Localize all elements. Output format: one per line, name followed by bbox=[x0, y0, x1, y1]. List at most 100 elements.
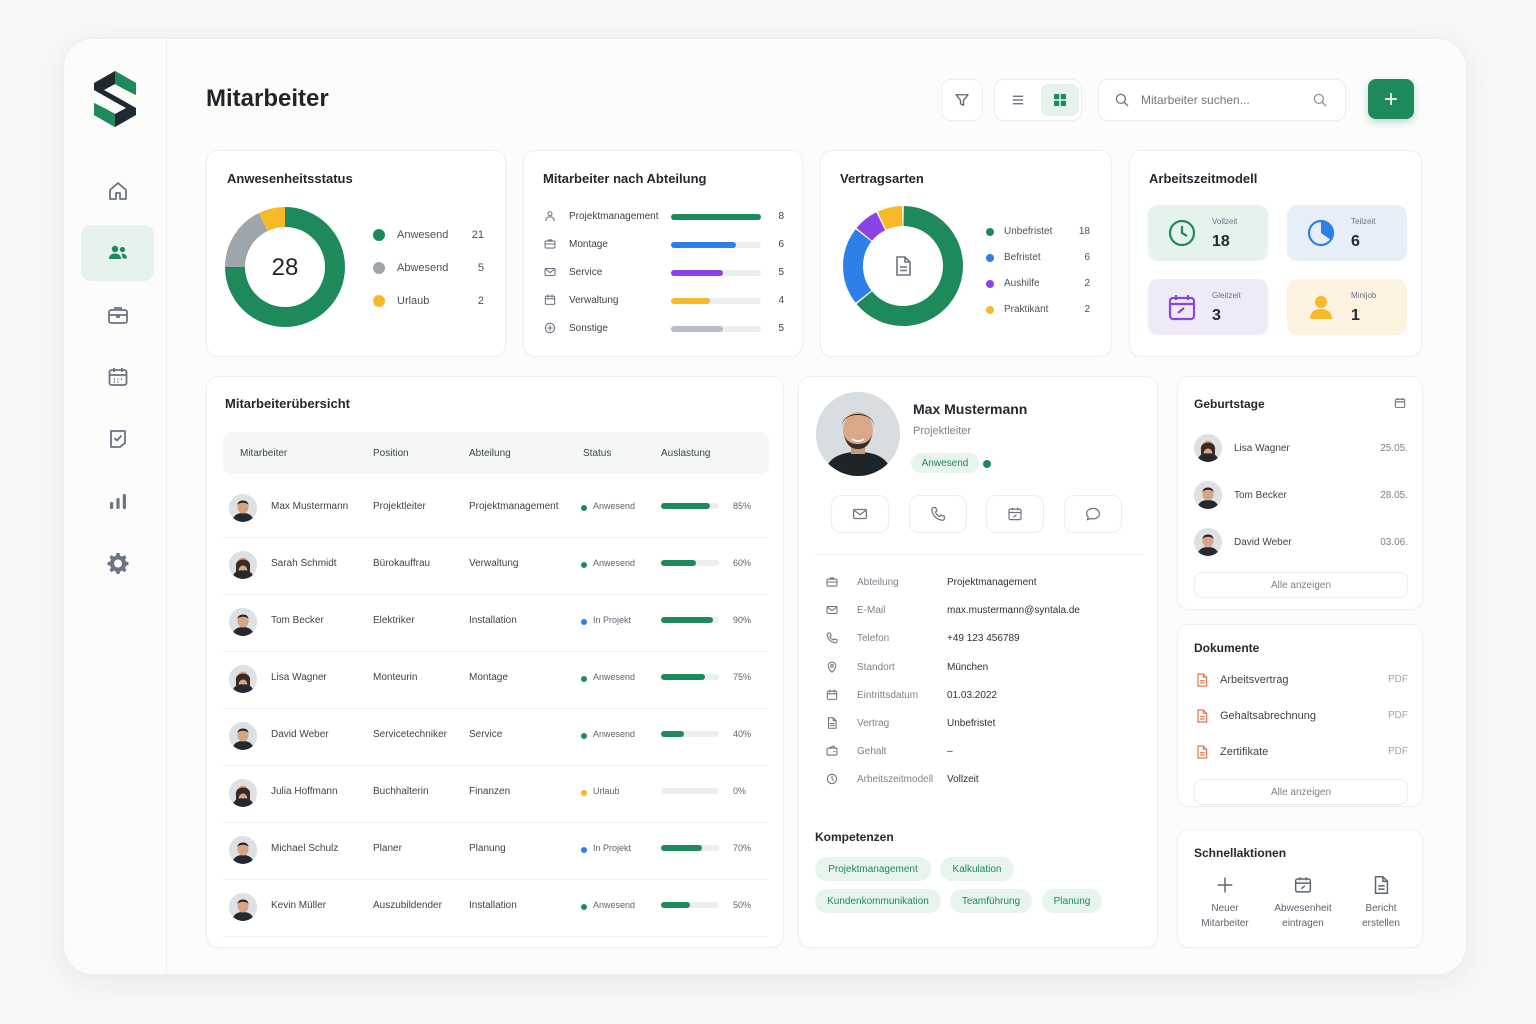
tile-vollzeit[interactable]: Vollzeit 18 bbox=[1148, 205, 1268, 261]
nav-settings[interactable] bbox=[81, 535, 154, 591]
online-indicator bbox=[983, 460, 991, 468]
tile-gleitzeit[interactable]: Gleitzeit 3 bbox=[1148, 279, 1268, 335]
nav-tasks[interactable] bbox=[81, 411, 154, 467]
table-row[interactable]: Max Mustermann Projektleiter Projektmanage… bbox=[223, 481, 768, 538]
departments-card: Mitarbeiter nach Abteilung Projektmanage… bbox=[523, 150, 803, 357]
skill-tag[interactable]: Projektmanagement bbox=[815, 857, 931, 881]
document-item[interactable]: Zertifikate PDF bbox=[1194, 743, 1408, 763]
search-input[interactable] bbox=[1141, 93, 1311, 107]
filter-button[interactable] bbox=[941, 79, 983, 121]
nav-reports[interactable] bbox=[81, 473, 154, 529]
document-item[interactable]: Gehaltsabrechnung PDF bbox=[1194, 707, 1408, 727]
create-report-action[interactable]: Bericht erstellen bbox=[1344, 874, 1418, 931]
briefcase-icon bbox=[826, 577, 838, 587]
donut-segment-anwesend[interactable] bbox=[225, 207, 345, 327]
schedule-button[interactable] bbox=[986, 495, 1044, 533]
search-submit-icon[interactable] bbox=[1311, 91, 1329, 109]
table-row[interactable]: Kevin Müller Auszubildender Installation An… bbox=[223, 880, 768, 937]
call-button[interactable] bbox=[909, 495, 967, 533]
avatar bbox=[229, 893, 257, 921]
donut-segment-urlaub[interactable] bbox=[258, 207, 286, 232]
chat-button[interactable] bbox=[1064, 495, 1122, 533]
employee-department: Verwaltung bbox=[469, 558, 519, 569]
column-header[interactable]: Mitarbeiter bbox=[240, 448, 288, 459]
tile-teilzeit[interactable]: Teilzeit 6 bbox=[1287, 205, 1407, 261]
detail-value: – bbox=[947, 746, 953, 758]
employee-department: Service bbox=[469, 729, 503, 740]
show-all-documents-button[interactable]: Alle anzeigen bbox=[1194, 779, 1408, 805]
table-row[interactable]: Lisa Wagner Monteurin Montage Anwesend 75% bbox=[223, 652, 768, 709]
birthday-item[interactable]: David Weber 03.06. bbox=[1194, 527, 1408, 557]
department-row[interactable]: Sonstige 5 bbox=[543, 321, 788, 337]
birthday-item[interactable]: Tom Becker 28.05. bbox=[1194, 480, 1408, 510]
skill-tag[interactable]: Kalkulation bbox=[940, 857, 1014, 881]
employee-position: Planer bbox=[373, 843, 402, 854]
skill-tag[interactable]: Planung bbox=[1042, 889, 1102, 913]
document-name: Zertifikate bbox=[1220, 746, 1269, 758]
tile-minijob[interactable]: Minijob 1 bbox=[1287, 279, 1407, 335]
nav-calendar[interactable] bbox=[81, 349, 154, 405]
avatar bbox=[229, 551, 257, 579]
status-label: Anwesend bbox=[593, 501, 636, 511]
table-row[interactable]: David Weber Servicetechniker Service Anwese… bbox=[223, 709, 768, 766]
calendar-icon[interactable] bbox=[1393, 396, 1407, 410]
attendance-title: Anwesenheitsstatus bbox=[227, 171, 353, 186]
donut-segment-unbefristet[interactable] bbox=[856, 206, 963, 326]
detail-value: +49 123 456789 bbox=[947, 633, 1020, 645]
table-row[interactable]: Sarah Schmidt Bürokauffrau Verwaltung Anwes… bbox=[223, 538, 768, 595]
employee-name: David Weber bbox=[271, 729, 329, 740]
email-button[interactable] bbox=[831, 495, 889, 533]
legend-value: 18 bbox=[1078, 226, 1090, 237]
column-header[interactable]: Auslastung bbox=[661, 448, 711, 459]
donut-segment-befristet[interactable] bbox=[843, 229, 872, 303]
skill-tag[interactable]: Teamführung bbox=[950, 889, 1032, 913]
grid-view-button[interactable] bbox=[1041, 84, 1079, 116]
workload-bar bbox=[661, 731, 719, 737]
quick-actions-card: Schnellaktionen Neuer Mitarbeiter Abwese… bbox=[1177, 829, 1423, 948]
column-header[interactable]: Status bbox=[583, 448, 612, 459]
list-icon bbox=[1012, 95, 1024, 105]
search-icon bbox=[1115, 93, 1129, 107]
workload-value: 90% bbox=[733, 615, 752, 625]
document-type: PDF bbox=[1388, 674, 1408, 685]
logo-icon bbox=[94, 71, 136, 127]
donut-segment-praktikant[interactable] bbox=[877, 206, 903, 230]
department-bar-fill bbox=[671, 326, 724, 332]
detail-row: Telefon +49 123 456789 bbox=[825, 630, 1145, 650]
detail-row: Abteilung Projektmanagement bbox=[825, 574, 1145, 594]
add-employee-button[interactable] bbox=[1368, 79, 1414, 119]
tile-value: 18 bbox=[1212, 233, 1230, 250]
person-photo-icon bbox=[229, 722, 257, 750]
column-header[interactable]: Position bbox=[373, 448, 409, 459]
new-employee-action[interactable]: Neuer Mitarbeiter bbox=[1188, 874, 1262, 931]
add-absence-action[interactable]: Abwesenheit eintragen bbox=[1266, 874, 1340, 931]
birthday-item[interactable]: Lisa Wagner 25.05. bbox=[1194, 433, 1408, 463]
department-row[interactable]: Projektmanagement 8 bbox=[543, 209, 788, 225]
list-view-button[interactable] bbox=[999, 84, 1037, 116]
table-row[interactable]: Tom Becker Elektriker Installation In Proje… bbox=[223, 595, 768, 652]
table-row[interactable]: Michael Schulz Planer Planung In Projekt 70% bbox=[223, 823, 768, 880]
status-dot bbox=[581, 619, 587, 625]
department-bar bbox=[671, 298, 761, 304]
column-header[interactable]: Abteilung bbox=[469, 448, 511, 459]
nav-employees[interactable] bbox=[81, 225, 154, 281]
detail-value: Projektmanagement bbox=[947, 577, 1037, 588]
show-all-birthdays-button[interactable]: Alle anzeigen bbox=[1194, 572, 1408, 598]
department-row[interactable]: Service 5 bbox=[543, 265, 788, 281]
detail-label: Standort bbox=[857, 661, 895, 673]
department-row[interactable]: Verwaltung 4 bbox=[543, 293, 788, 309]
table-row[interactable]: Julia Hoffmann Buchhalterin Finanzen Urlaub… bbox=[223, 766, 768, 823]
donut-segment-abwesend[interactable] bbox=[225, 212, 269, 268]
donut-segment-aushilfe[interactable] bbox=[856, 212, 886, 242]
person-photo-icon bbox=[229, 608, 257, 636]
workload-bar bbox=[661, 845, 719, 851]
nav-projects[interactable] bbox=[81, 287, 154, 343]
employee-department: Planung bbox=[469, 843, 506, 854]
detail-row: Gehalt – bbox=[825, 743, 1145, 763]
skill-tag[interactable]: Kundenkommunikation bbox=[815, 889, 941, 913]
nav-home[interactable] bbox=[81, 163, 154, 219]
department-row[interactable]: Montage 6 bbox=[543, 237, 788, 253]
document-item[interactable]: Arbeitsvertrag PDF bbox=[1194, 671, 1408, 691]
department-value: 8 bbox=[778, 211, 784, 222]
employee-position: Auszubildender bbox=[373, 900, 442, 911]
